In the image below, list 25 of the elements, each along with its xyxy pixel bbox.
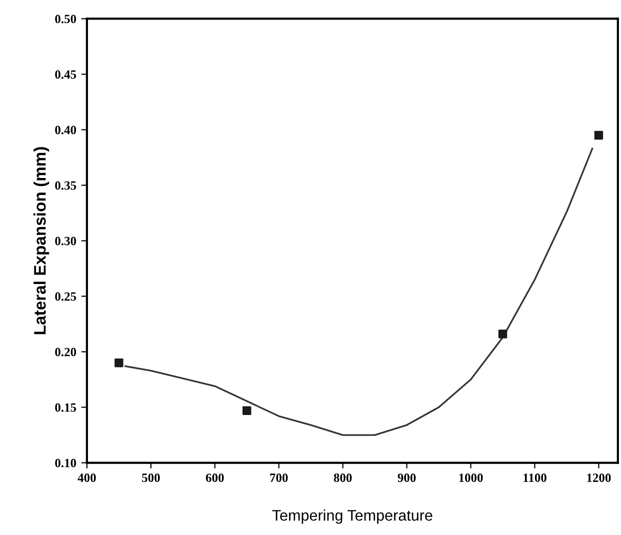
y-tick-label: 0.40: [55, 126, 76, 134]
x-tick-label: 1100: [524, 474, 546, 482]
x-tick-label: 400: [78, 474, 96, 482]
point: [242, 406, 252, 415]
x-tick-label: 900: [398, 474, 416, 482]
x-tick-label: 500: [142, 474, 160, 482]
x-tick-label: 700: [270, 474, 288, 482]
y-tick-label: 0.35: [55, 181, 76, 190]
y-tick-label: 0.10: [55, 458, 76, 468]
point: [594, 130, 604, 140]
y-tick-label: 0.45: [55, 70, 76, 79]
point: [114, 358, 124, 368]
x-tick-label: 1000: [459, 474, 483, 482]
point: [498, 330, 508, 338]
y-tick-label: 0.30: [55, 236, 76, 246]
x-tick-label: 1200: [587, 474, 611, 482]
y-axis-title: Lateral Expansion (mm): [34, 147, 50, 334]
x-tick-label: 800: [334, 474, 352, 482]
y-tick-label: 0.20: [55, 348, 76, 356]
y-tick-label: 0.25: [55, 292, 76, 301]
y-tick-label: 0.50: [55, 14, 76, 24]
x-axis-title: Tempering Temperature: [272, 510, 432, 524]
x-tick-label: 600: [206, 474, 224, 482]
y-tick-label: 0.15: [55, 403, 76, 412]
line-series: [124, 148, 594, 436]
